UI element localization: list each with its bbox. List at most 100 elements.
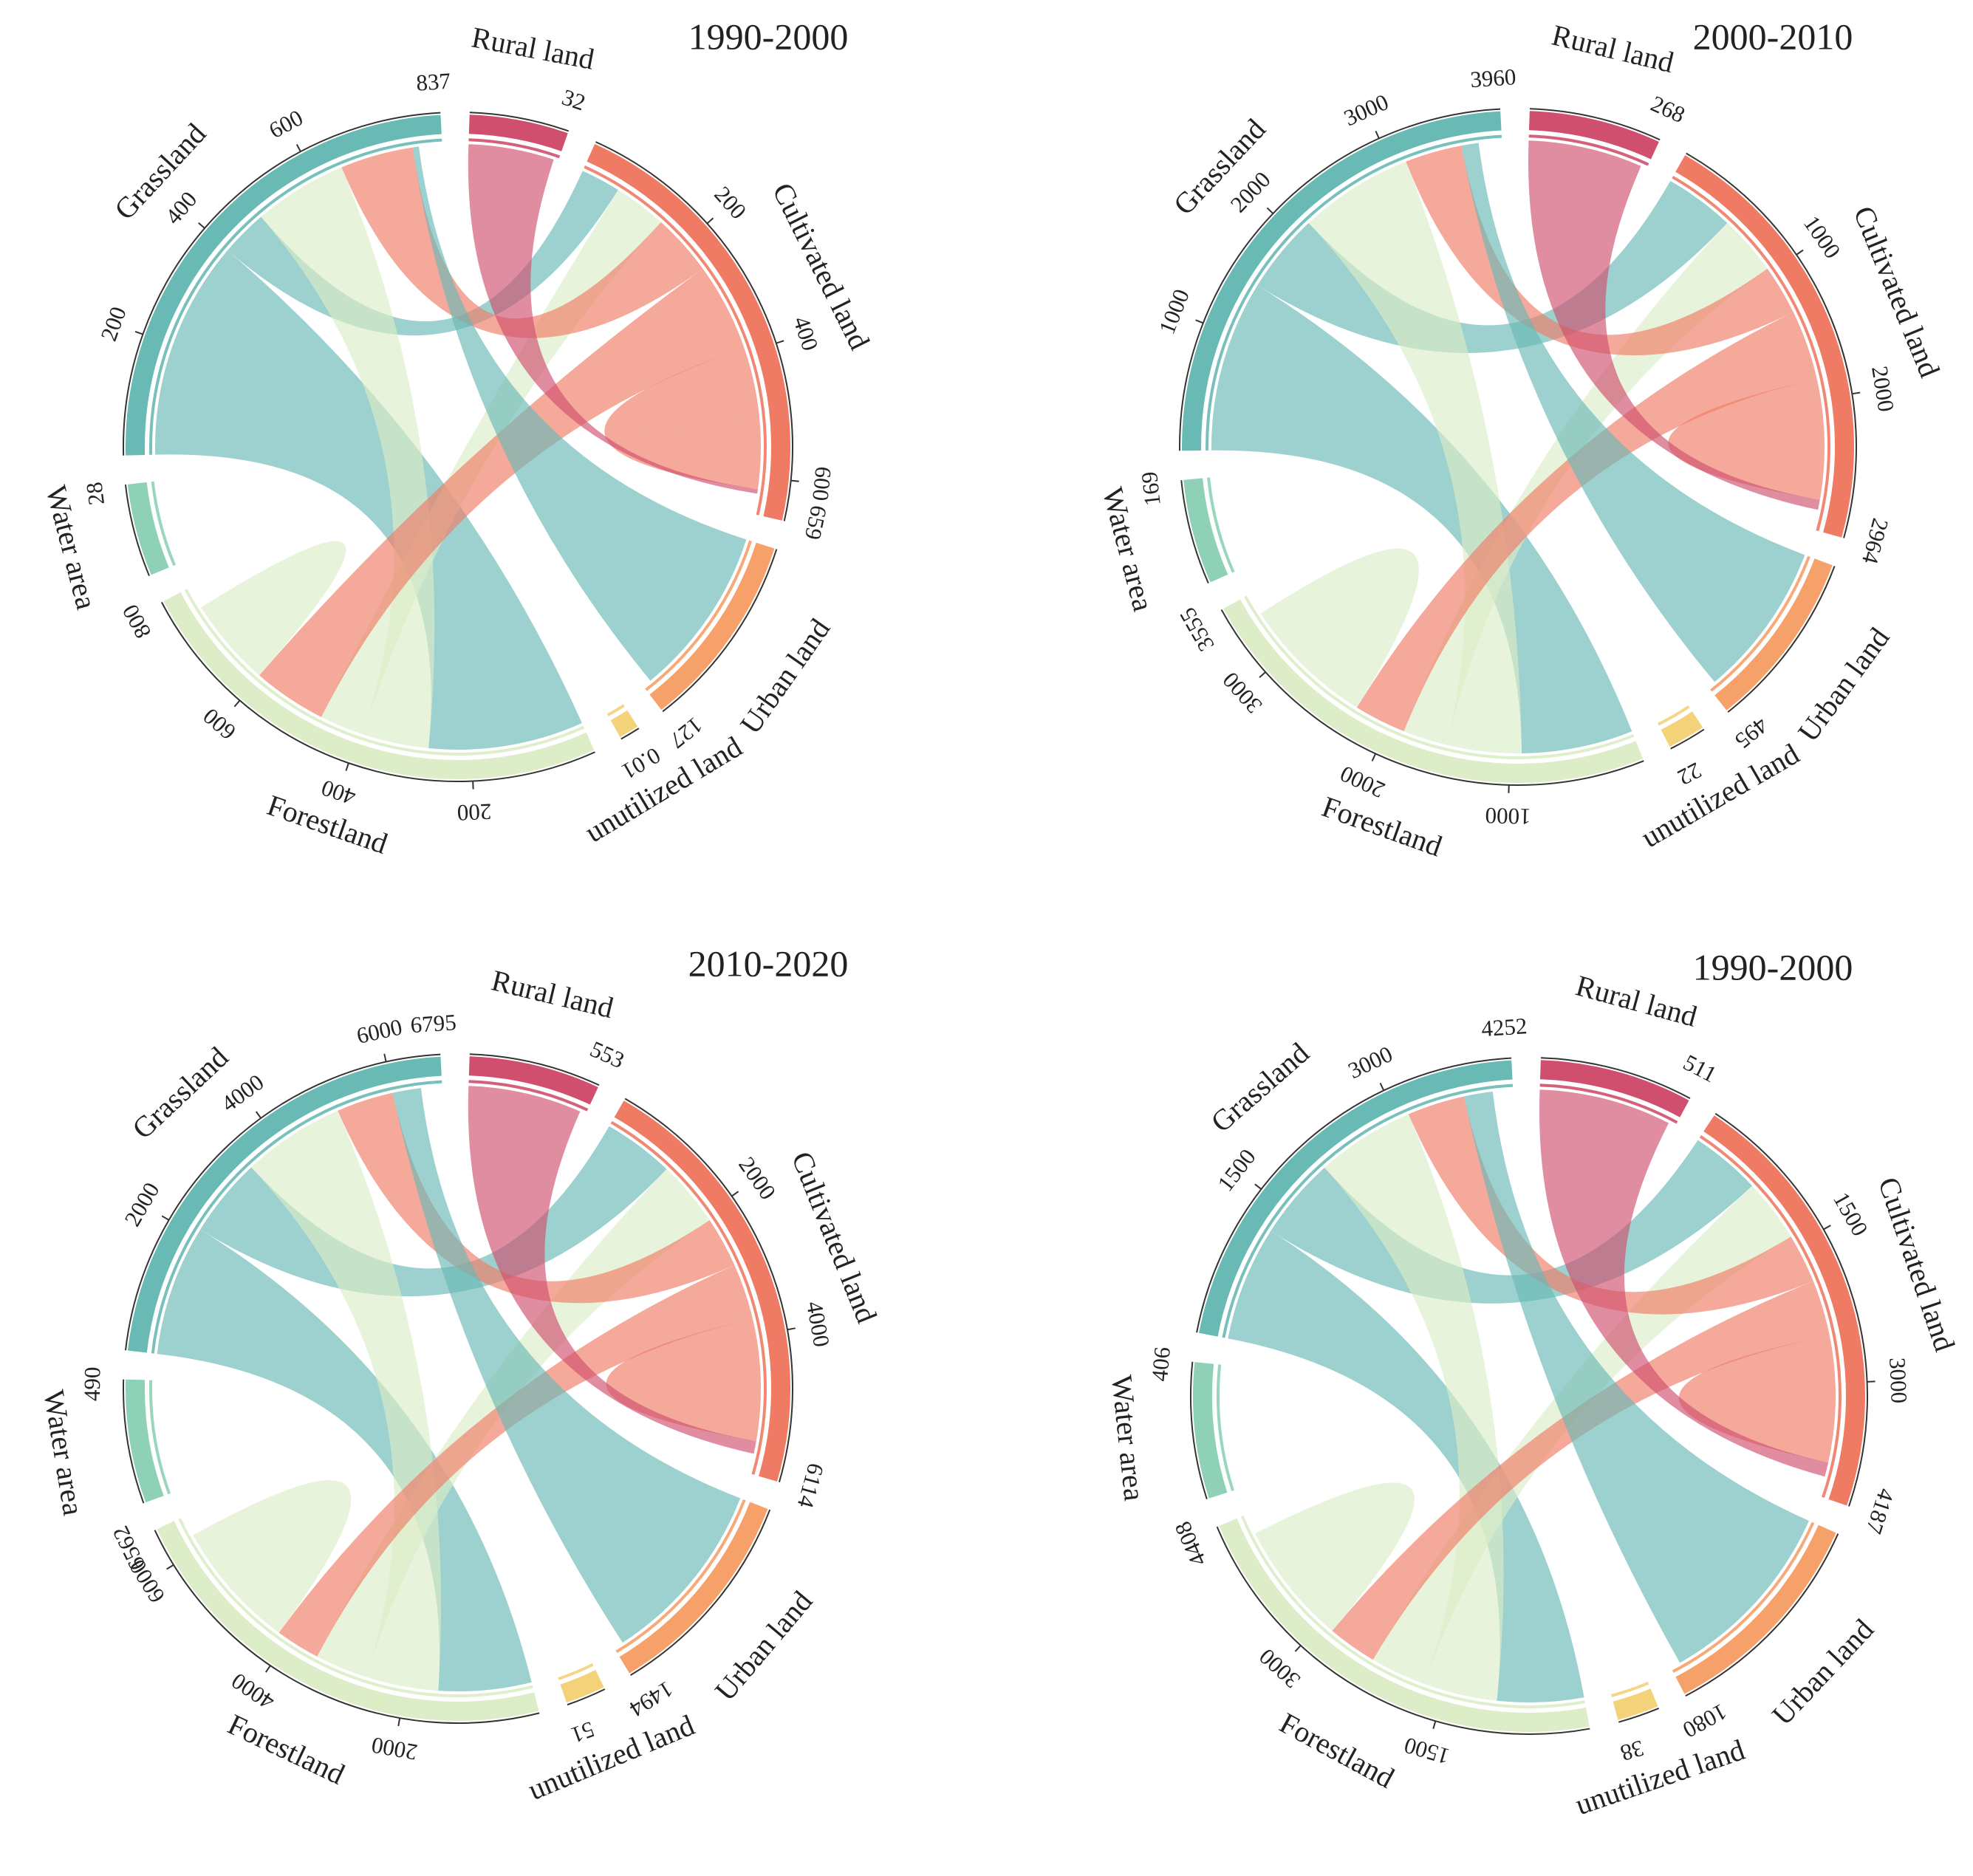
tick-label: 400 (788, 313, 824, 354)
sector-label-forestland: Forestland (1318, 790, 1446, 863)
sector-total-label: 837 (415, 68, 451, 96)
tick-label: 1000 (1154, 286, 1194, 338)
tick-label: 600 (264, 104, 307, 143)
tick-mark (1796, 250, 1803, 255)
sector-total-label: 495 (1730, 712, 1773, 754)
tick-label: 4000 (216, 1069, 269, 1117)
sector-label-urban-land: Urban land (1765, 1612, 1880, 1731)
sector-total-label: 511 (1679, 1049, 1720, 1087)
tick-label: 600 (198, 703, 241, 745)
sector-total-label: 2964 (1857, 516, 1894, 566)
sector-total-label: 406 (1146, 1346, 1175, 1382)
panel-title: 1990-2000 (1693, 946, 1853, 987)
tick-mark (256, 1112, 261, 1118)
ribbons (1211, 140, 1825, 753)
tick-label: 3000 (1340, 89, 1392, 131)
sector-total-label: 659 (800, 503, 832, 542)
tick-label: 4000 (227, 1668, 279, 1715)
sector-label-forestland: Forestland (223, 1708, 350, 1791)
tick-mark (732, 1191, 739, 1196)
sector-label-forestland: Forestland (1274, 1706, 1400, 1795)
tick-label: 2000 (734, 1152, 781, 1205)
sector-total-label: 3960 (1469, 64, 1516, 92)
sector-band-unutilized-land (1661, 711, 1703, 747)
sector-band-water-area (126, 1380, 164, 1502)
sector-label-rural-land: Rural land (469, 21, 597, 76)
sector-total-label: 6562 (107, 1522, 151, 1575)
sector-total-label: 1080 (1678, 1699, 1731, 1743)
panel-title: 1990-2000 (688, 16, 849, 57)
tick-label: 1500 (1828, 1188, 1873, 1240)
sector-label-rural-land: Rural land (1573, 968, 1701, 1033)
tick-mark (1375, 131, 1379, 138)
sector-total-label: 490 (79, 1366, 106, 1401)
tick-mark (297, 145, 301, 152)
sector-total-label: 4252 (1480, 1013, 1528, 1041)
tick-label: 2000 (119, 1178, 164, 1230)
tick-mark (1433, 1721, 1435, 1729)
tick-mark (707, 218, 713, 223)
sector-label-urban-land: Urban land (708, 1584, 819, 1707)
sector-label-unutilized-land: unutilized land (524, 1708, 700, 1807)
tick-mark (1824, 1225, 1831, 1229)
panel-title: 2010-2020 (688, 942, 849, 984)
sector-label-cultivated-land: Cultivated land (785, 1147, 883, 1328)
sector-label-cultivated-land: Cultivated land (766, 177, 877, 355)
ribbons (1228, 1089, 1836, 1702)
sector-total-label: 4408 (1169, 1518, 1211, 1570)
sector-total-label: 22 (1674, 757, 1706, 790)
tick-mark (1381, 1083, 1384, 1090)
sector-label-grassland: Grassland (1205, 1036, 1316, 1139)
tick-label: 1500 (1401, 1732, 1452, 1770)
sector-label-urban-land: Urban land (1791, 621, 1896, 747)
sector-label-water-area: Water area (1105, 1373, 1152, 1502)
sector-label-water-area: Water area (37, 1388, 90, 1518)
tick-label: 2000 (1867, 364, 1899, 414)
sector-label-cultivated-land: Cultivated land (1847, 202, 1947, 382)
tick-label: 2000 (369, 1732, 419, 1765)
tick-mark (266, 1666, 270, 1672)
sector-label-grassland: Grassland (108, 117, 213, 226)
sector-total-label: 169 (1136, 470, 1166, 507)
sector-label-cultivated-land: Cultivated land (1872, 1173, 1962, 1355)
tick-mark (199, 223, 205, 228)
tick-mark (135, 332, 143, 335)
tick-mark (1255, 1184, 1262, 1189)
sector-total-label: 6114 (793, 1460, 830, 1510)
tick-mark (1852, 392, 1860, 394)
tick-mark (346, 763, 349, 770)
tick-label: 200 (709, 181, 751, 224)
tick-mark (791, 481, 799, 482)
tick-label: 3000 (1884, 1357, 1912, 1403)
sector-label-unutilized-land: unutilized land (1635, 737, 1805, 855)
tick-label: 3000 (1254, 1643, 1305, 1694)
sector-label-unutilized-land: unutilized land (579, 730, 748, 849)
sector-total-label: 28 (81, 481, 109, 507)
tick-label: 3000 (1217, 667, 1267, 719)
sector-total-label: 268 (1647, 90, 1689, 128)
tick-label: 3000 (1344, 1041, 1397, 1084)
sector-label-unutilized-land: unutilized land (1571, 1733, 1749, 1821)
tick-mark (398, 1718, 400, 1726)
ribbons (155, 144, 761, 750)
tick-label: 400 (160, 186, 202, 229)
tick-mark (167, 1565, 174, 1569)
sector-label-rural-land: Rural land (488, 963, 617, 1024)
sector-label-grassland: Grassland (126, 1040, 234, 1145)
tick-mark (787, 1328, 796, 1329)
sector-label-rural-land: Rural land (1549, 18, 1678, 79)
panel-title: 2000-2010 (1693, 16, 1853, 57)
tick-mark (384, 1054, 386, 1062)
